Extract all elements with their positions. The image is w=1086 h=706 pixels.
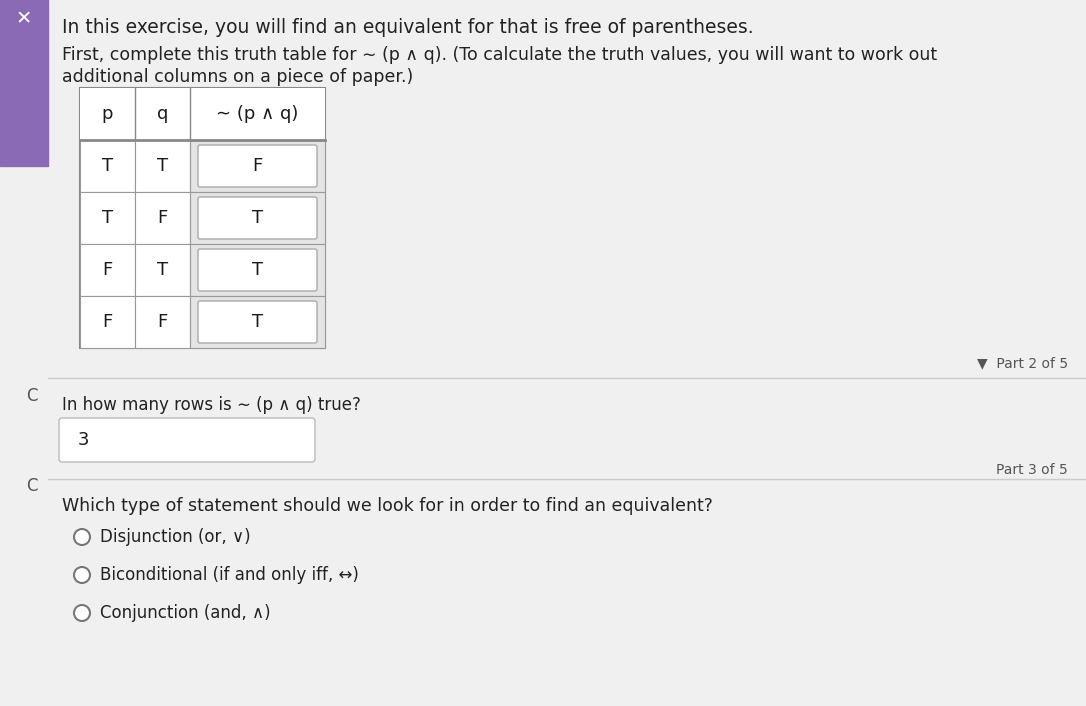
- Bar: [4, 4, 45, 34]
- Text: Conjunction (and, ∧): Conjunction (and, ∧): [100, 604, 270, 622]
- Text: F: F: [157, 313, 167, 331]
- Bar: [135, 244, 190, 296]
- Bar: [135, 296, 190, 348]
- Text: q: q: [156, 105, 168, 123]
- Bar: [190, 192, 325, 244]
- FancyBboxPatch shape: [198, 145, 317, 187]
- Bar: [0, 0, 48, 166]
- Text: In how many rows is ∼ (p ∧ q) true?: In how many rows is ∼ (p ∧ q) true?: [62, 396, 361, 414]
- FancyBboxPatch shape: [198, 197, 317, 239]
- Bar: [80, 244, 135, 296]
- Text: p: p: [102, 105, 113, 123]
- Text: T: T: [102, 209, 113, 227]
- FancyBboxPatch shape: [198, 301, 317, 343]
- Bar: [80, 296, 135, 348]
- Text: Biconditional (if and only iff, ↔): Biconditional (if and only iff, ↔): [100, 566, 358, 584]
- Text: T: T: [157, 261, 168, 279]
- Text: 3: 3: [78, 431, 89, 449]
- Text: T: T: [102, 157, 113, 175]
- FancyBboxPatch shape: [59, 418, 315, 462]
- Text: C: C: [26, 387, 38, 405]
- Circle shape: [74, 567, 90, 583]
- Text: Part 3 of 5: Part 3 of 5: [996, 463, 1068, 477]
- Bar: [190, 244, 325, 296]
- FancyBboxPatch shape: [198, 249, 317, 291]
- Text: F: F: [252, 157, 263, 175]
- Text: F: F: [102, 261, 113, 279]
- Text: T: T: [252, 313, 263, 331]
- Circle shape: [74, 605, 90, 621]
- Text: T: T: [157, 157, 168, 175]
- Text: ∼ (p ∧ q): ∼ (p ∧ q): [216, 105, 299, 123]
- Circle shape: [74, 529, 90, 545]
- Text: ▼  Part 2 of 5: ▼ Part 2 of 5: [977, 356, 1068, 370]
- Bar: [80, 88, 325, 140]
- Bar: [135, 192, 190, 244]
- Bar: [80, 88, 325, 348]
- Bar: [80, 192, 135, 244]
- Text: F: F: [157, 209, 167, 227]
- Bar: [135, 140, 190, 192]
- Text: ✕: ✕: [16, 9, 33, 28]
- Text: F: F: [102, 313, 113, 331]
- Bar: [190, 140, 325, 192]
- Text: additional columns on a piece of paper.): additional columns on a piece of paper.): [62, 68, 414, 86]
- Bar: [190, 296, 325, 348]
- Text: First, complete this truth table for ∼ (p ∧ q). (To calculate the truth values, : First, complete this truth table for ∼ (…: [62, 46, 937, 64]
- Text: T: T: [252, 261, 263, 279]
- Text: Which type of statement should we look for in order to find an equivalent?: Which type of statement should we look f…: [62, 497, 712, 515]
- Text: C: C: [26, 477, 38, 495]
- Text: T: T: [252, 209, 263, 227]
- Text: In this exercise, you will find an equivalent for that is free of parentheses.: In this exercise, you will find an equiv…: [62, 18, 754, 37]
- Text: Disjunction (or, ∨): Disjunction (or, ∨): [100, 528, 251, 546]
- Bar: [80, 140, 135, 192]
